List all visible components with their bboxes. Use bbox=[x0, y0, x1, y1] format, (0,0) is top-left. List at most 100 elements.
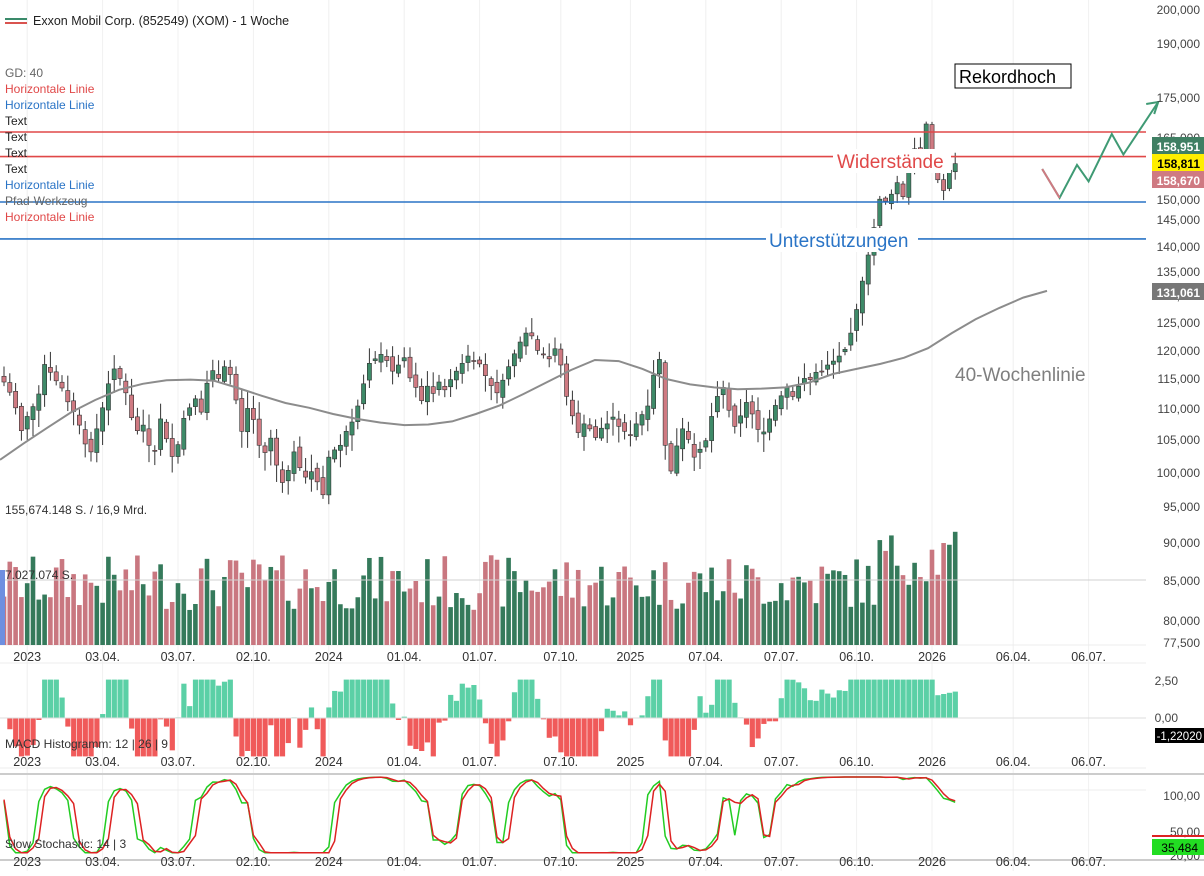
legend-item[interactable]: Text bbox=[5, 162, 28, 176]
volume-bar bbox=[668, 599, 674, 645]
candle-body bbox=[639, 414, 645, 426]
legend-item[interactable]: Horizontale Linie bbox=[5, 82, 95, 96]
time-axis-label: 2026 bbox=[918, 650, 946, 664]
volume-bar bbox=[181, 593, 187, 645]
rekordhoch-box bbox=[954, 63, 1072, 89]
candle-body bbox=[662, 362, 668, 446]
legend-item[interactable]: GD: 40 bbox=[5, 66, 44, 80]
macd-bar bbox=[227, 679, 233, 718]
price-tick-label: 105,000 bbox=[1157, 433, 1201, 447]
macd-bar bbox=[581, 718, 587, 757]
candle-body bbox=[308, 471, 314, 480]
time-axis-label: 06.07. bbox=[1071, 855, 1106, 869]
volume-bar bbox=[42, 594, 47, 645]
candle-body bbox=[239, 398, 245, 432]
candle-body bbox=[807, 376, 813, 380]
time-axis-label: 07.04. bbox=[688, 855, 723, 869]
price-badge-label: 158,670 bbox=[1157, 174, 1201, 188]
volume-bar bbox=[158, 564, 163, 645]
projection-path bbox=[1041, 101, 1160, 200]
macd-bar bbox=[801, 688, 808, 718]
macd-bar bbox=[53, 679, 59, 718]
volume-bar bbox=[848, 606, 854, 645]
price-tick-label: 95,000 bbox=[1163, 500, 1200, 514]
volume-bar bbox=[65, 597, 71, 645]
volume-bar bbox=[193, 604, 198, 645]
candle-body bbox=[251, 408, 256, 420]
volume-bar bbox=[94, 585, 100, 645]
macd-bar bbox=[627, 718, 634, 726]
volume-bar bbox=[367, 557, 372, 645]
candle-body bbox=[256, 418, 262, 446]
candle-body bbox=[262, 445, 268, 453]
macd-bar bbox=[564, 718, 570, 757]
volume-bar bbox=[790, 577, 796, 645]
macd-bar bbox=[198, 679, 204, 718]
macd-bar bbox=[906, 679, 912, 718]
macd-bar bbox=[13, 718, 19, 747]
time-axis-label: 2025 bbox=[616, 650, 644, 664]
time-axis-label: 03.07. bbox=[161, 855, 196, 869]
time-axis-label: 2024 bbox=[315, 650, 343, 664]
volume-bar bbox=[59, 559, 65, 645]
price-tick-label: 90,000 bbox=[1163, 536, 1200, 550]
volume-bar bbox=[297, 588, 303, 645]
candle-body bbox=[169, 438, 175, 457]
volume-bar bbox=[604, 605, 610, 645]
volume-bar bbox=[575, 569, 581, 645]
chart-title-bar[interactable]: Exxon Mobil Corp. (852549) (XOM) - 1 Woc… bbox=[5, 14, 289, 28]
volume-bar bbox=[204, 558, 210, 645]
candle-body bbox=[627, 434, 633, 436]
legend-item[interactable]: Text bbox=[5, 114, 28, 128]
macd-bar bbox=[546, 718, 552, 738]
candle-body bbox=[227, 366, 233, 375]
time-axis-label: 07.10. bbox=[543, 755, 578, 769]
macd-bar bbox=[88, 718, 94, 757]
volume-bar bbox=[599, 566, 604, 645]
volume-bar bbox=[227, 560, 233, 645]
volume-bar bbox=[448, 607, 453, 645]
time-axis-label: 07.04. bbox=[688, 755, 723, 769]
candle-body bbox=[598, 427, 604, 439]
volume-bar bbox=[401, 591, 407, 645]
macd-bar bbox=[448, 694, 454, 718]
wochenlinie-label: 40-Wochenlinie bbox=[955, 365, 1086, 386]
volume-bar bbox=[326, 581, 332, 645]
macd-bar bbox=[471, 685, 477, 718]
candle-body bbox=[494, 381, 500, 394]
macd-bar bbox=[216, 685, 222, 718]
legend-item[interactable]: Text bbox=[5, 146, 28, 160]
volume-bar bbox=[807, 580, 813, 645]
candle-body bbox=[569, 399, 575, 417]
volume-bar bbox=[343, 608, 349, 645]
legend-item[interactable]: Horizontale Linie bbox=[5, 210, 95, 224]
time-axis-label: 07.10. bbox=[543, 650, 578, 664]
candle-body bbox=[24, 416, 30, 430]
candle-body bbox=[790, 391, 796, 397]
macd-bar bbox=[30, 718, 36, 746]
candle-body bbox=[430, 386, 436, 394]
legend-item[interactable]: Pfad-Werkzeug bbox=[5, 194, 88, 208]
macd-bar bbox=[819, 689, 825, 718]
macd-bar bbox=[587, 718, 593, 757]
tool-legend: GD: 40 Horizontale Linie Horizontale Linie… bbox=[5, 65, 94, 225]
volume-bar bbox=[48, 597, 53, 645]
legend-item[interactable]: Horizontale Linie bbox=[5, 178, 95, 192]
legend-item[interactable]: Horizontale Linie bbox=[5, 98, 95, 112]
macd-bar bbox=[169, 718, 175, 751]
candle-body bbox=[877, 198, 883, 226]
candle-body bbox=[419, 386, 424, 401]
macd-bar bbox=[732, 702, 738, 718]
legend-item[interactable]: Text bbox=[5, 130, 28, 144]
arrow-head-icon bbox=[1146, 100, 1160, 115]
candle-body bbox=[511, 353, 517, 367]
candle-body bbox=[581, 423, 587, 437]
volume-bar bbox=[715, 600, 720, 645]
macd-tick-label: 2,50 bbox=[1155, 674, 1179, 688]
macd-bar bbox=[755, 718, 761, 739]
price-badge-label: 158,811 bbox=[1157, 157, 1200, 171]
candle-body bbox=[343, 431, 349, 447]
volume-bar bbox=[88, 582, 94, 645]
